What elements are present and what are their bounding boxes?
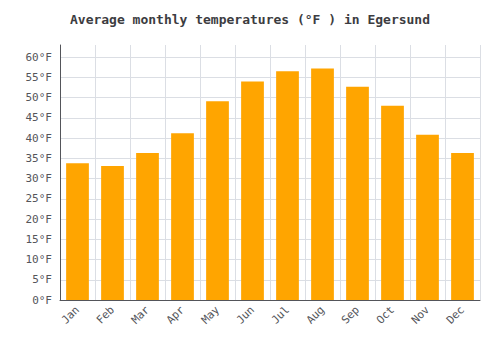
svg-text:Jul: Jul [269, 303, 292, 326]
svg-text:50°F: 50°F [26, 91, 53, 104]
svg-text:55°F: 55°F [26, 71, 53, 84]
svg-text:45°F: 45°F [26, 111, 53, 124]
svg-text:5°F: 5°F [32, 273, 52, 286]
svg-text:Feb: Feb [94, 303, 117, 326]
svg-text:Mar: Mar [129, 303, 152, 326]
svg-text:25°F: 25°F [26, 192, 53, 205]
svg-text:40°F: 40°F [26, 132, 53, 145]
svg-text:30°F: 30°F [26, 172, 53, 185]
svg-text:20°F: 20°F [26, 213, 53, 226]
svg-text:60°F: 60°F [26, 51, 53, 64]
svg-text:Average monthly temperatures (: Average monthly temperatures (°F ) in Eg… [70, 12, 430, 27]
svg-text:15°F: 15°F [26, 233, 53, 246]
svg-text:35°F: 35°F [26, 152, 53, 165]
svg-text:Oct: Oct [374, 303, 397, 326]
svg-text:Jun: Jun [234, 303, 257, 326]
svg-text:Dec: Dec [444, 303, 467, 326]
svg-text:Aug: Aug [304, 303, 327, 326]
svg-text:0°F: 0°F [32, 294, 52, 307]
svg-text:Jan: Jan [59, 303, 82, 326]
svg-text:Apr: Apr [164, 303, 187, 326]
svg-text:Nov: Nov [409, 303, 432, 326]
svg-text:10°F: 10°F [26, 253, 53, 266]
svg-text:Sep: Sep [339, 303, 362, 326]
svg-text:May: May [199, 303, 222, 326]
